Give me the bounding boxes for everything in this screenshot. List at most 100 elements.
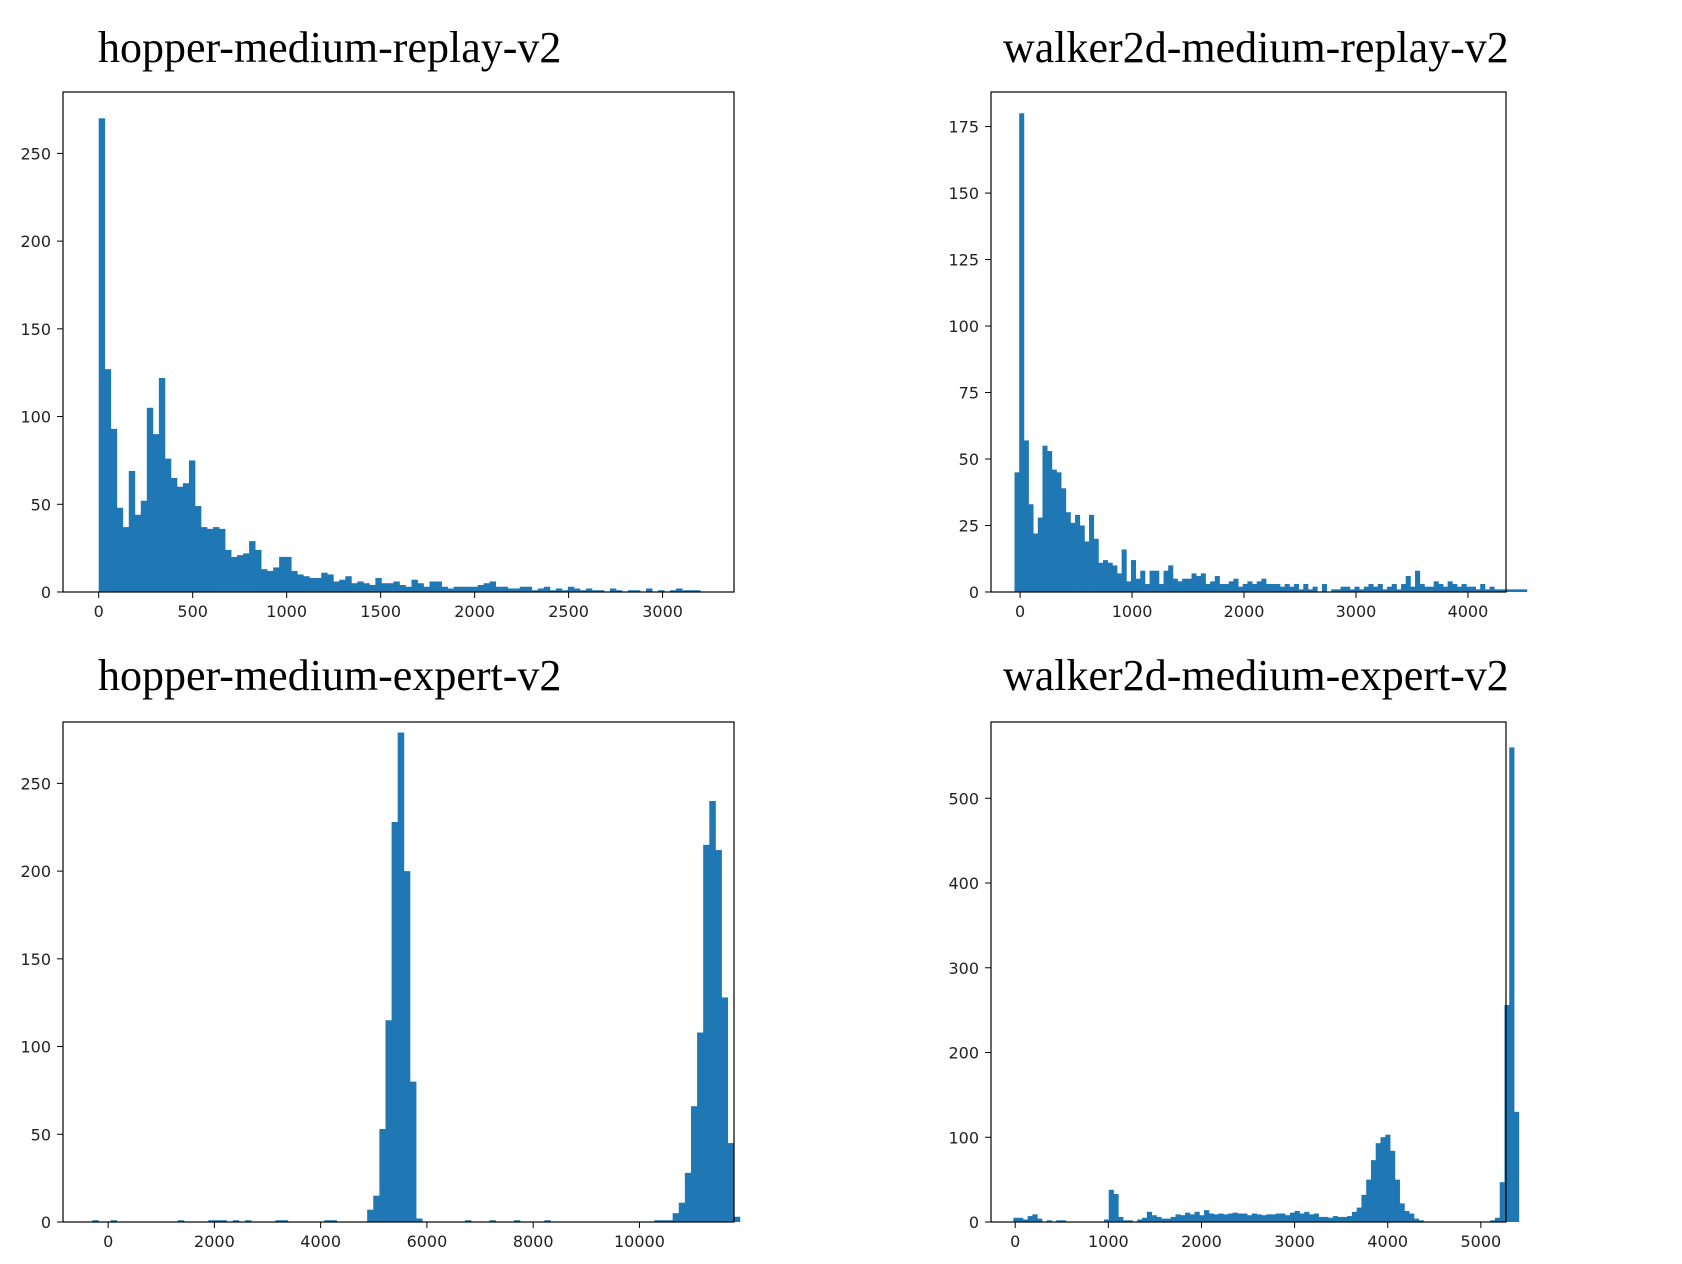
histogram-bar xyxy=(1480,584,1486,592)
histogram-bar xyxy=(1112,565,1118,592)
histogram-bar xyxy=(1103,560,1109,592)
x-tick-label: 6000 xyxy=(407,1232,448,1251)
y-tick-label: 400 xyxy=(948,874,979,893)
histogram-bar xyxy=(122,527,130,592)
histogram-bar xyxy=(1405,576,1411,592)
histogram-bar xyxy=(1303,584,1309,592)
x-tick-label: 1500 xyxy=(360,602,401,621)
histogram-bar xyxy=(1345,586,1351,592)
histogram-bar xyxy=(1224,584,1230,592)
histogram-bar xyxy=(1027,1216,1033,1222)
histogram-bar xyxy=(483,583,491,592)
histogram-bar xyxy=(409,1081,417,1222)
histogram-bar xyxy=(1494,1217,1501,1222)
histogram-bar xyxy=(200,527,208,592)
histogram-bar xyxy=(1368,584,1374,592)
y-tick-label: 0 xyxy=(41,1213,51,1232)
histogram-bar xyxy=(1356,1207,1362,1222)
histogram-bar xyxy=(1509,747,1515,1222)
histogram-bar xyxy=(275,1220,283,1222)
histogram-bar xyxy=(1118,1216,1124,1222)
histogram-bar xyxy=(399,584,406,592)
histogram-bar xyxy=(507,588,515,592)
x-tick-label: 1000 xyxy=(1112,602,1153,621)
histogram-bar xyxy=(324,1220,331,1222)
y-tick-label: 150 xyxy=(20,950,51,969)
histogram-bar xyxy=(110,1220,118,1222)
histogram-bar xyxy=(1175,1214,1181,1222)
histogram-bar xyxy=(1323,1216,1329,1222)
histogram-bar xyxy=(1447,581,1453,592)
histogram-bar xyxy=(1137,1219,1143,1222)
histogram-bar xyxy=(1284,584,1290,592)
histogram-bar xyxy=(1289,1212,1296,1222)
histogram-bar xyxy=(1375,1143,1381,1222)
histogram-bar xyxy=(1293,584,1300,592)
histogram-bar xyxy=(281,1220,289,1222)
histogram-bar xyxy=(1494,589,1500,592)
histogram-bar xyxy=(381,583,388,592)
x-tick-label: 4000 xyxy=(1367,1232,1408,1251)
histogram-bar xyxy=(519,586,527,592)
histogram-bar xyxy=(231,556,238,592)
histogram-bar xyxy=(1380,1137,1386,1222)
histogram-bar xyxy=(634,590,641,592)
y-tick-label: 50 xyxy=(31,1125,51,1144)
histogram-bar xyxy=(177,1220,185,1222)
histogram-bar xyxy=(1470,586,1476,592)
histogram-bar xyxy=(279,556,286,592)
x-tick-label: 0 xyxy=(1010,1232,1020,1251)
histogram-bar xyxy=(1399,1203,1405,1222)
histogram-bar xyxy=(1075,514,1081,592)
histogram-bar xyxy=(435,581,442,592)
histogram-bar xyxy=(267,570,274,592)
histogram-bar xyxy=(658,590,665,592)
y-tick-label: 100 xyxy=(20,1038,51,1057)
histogram-bar xyxy=(1279,586,1286,592)
histogram-bar xyxy=(549,590,557,592)
histogram-hopper-medium-expert: 0 2000 4000 6000 8000 10000 0 50 100 150 200 250 xyxy=(20,721,741,1251)
histogram-bar xyxy=(447,588,454,592)
histogram-bar xyxy=(333,581,340,592)
histogram-bar xyxy=(357,581,364,592)
histogram-bar xyxy=(1298,589,1304,592)
x-tick-label: 4000 xyxy=(300,1232,341,1251)
histogram-bar xyxy=(104,369,112,592)
histogram-bar xyxy=(1126,581,1132,592)
histogram-bar xyxy=(1056,472,1062,592)
histogram-bar xyxy=(1228,581,1234,592)
histogram-bar xyxy=(1514,1111,1520,1222)
histogram-bar xyxy=(1275,1213,1281,1222)
histogram-bar xyxy=(1332,1216,1338,1222)
histogram-bar xyxy=(1135,578,1141,592)
histogram-bar xyxy=(537,588,545,592)
histogram-bar xyxy=(1251,1213,1257,1222)
histogram-bar xyxy=(1517,589,1523,592)
histogram-bar xyxy=(1499,1182,1505,1222)
x-tick-label: 8000 xyxy=(513,1232,554,1251)
histogram-bar xyxy=(1512,589,1518,592)
histogram-bar xyxy=(1186,578,1192,592)
histogram-bar xyxy=(1270,1214,1276,1222)
histogram-bar xyxy=(405,586,412,592)
histogram-bar xyxy=(1299,1213,1305,1222)
histogram-bar xyxy=(721,997,729,1222)
histogram-bar xyxy=(678,1202,686,1222)
y-tick-label: 150 xyxy=(20,320,51,339)
histogram-bar xyxy=(208,1220,215,1222)
histogram-bar xyxy=(110,428,118,592)
histogram-bar xyxy=(1182,578,1188,592)
histogram-bar xyxy=(1218,1213,1224,1222)
histogram-bar xyxy=(591,590,599,592)
histogram-bar xyxy=(1189,1214,1195,1222)
histogram-bar xyxy=(666,1220,674,1222)
histogram-bar xyxy=(1142,1217,1148,1222)
histogram-bar xyxy=(531,590,539,592)
histogram-bar xyxy=(1113,1194,1119,1222)
histogram-bar xyxy=(164,458,172,592)
histogram-bar xyxy=(1210,581,1216,592)
histogram-bar xyxy=(1180,1215,1186,1222)
histogram-bar xyxy=(158,377,166,592)
histogram-bar xyxy=(285,556,292,592)
histogram-bar xyxy=(387,583,394,592)
